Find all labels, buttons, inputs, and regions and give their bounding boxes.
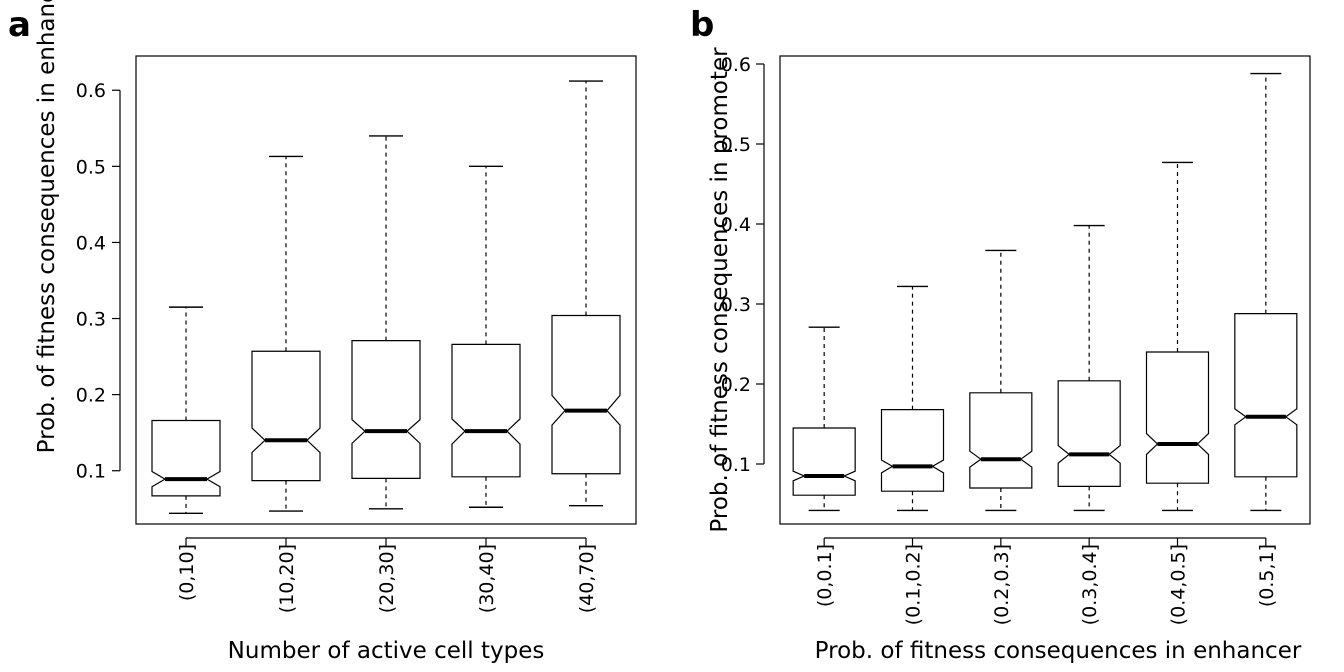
panel-a-y-tick-label: 0.5: [76, 156, 106, 178]
panel-b-plot-frame: [779, 55, 1311, 525]
panel-b-category-label: (0.1,0.2]: [903, 544, 925, 625]
panel-a-y-tick-label: 0.4: [76, 232, 106, 254]
panel-a-x-axis-title: Number of active cell types: [228, 638, 545, 664]
panel-b-y-tick-label: 0.5: [721, 134, 751, 156]
panel-a-category-label: (10,20]: [276, 544, 298, 613]
panel-b-y-tick-label: 0.1: [721, 454, 751, 476]
panel-b-box: [969, 392, 1033, 489]
panel-b-y-tick-label: 0.2: [721, 374, 751, 396]
panel-a-y-tick-label: 0.3: [76, 309, 106, 331]
panel-a-box: [351, 340, 421, 479]
panel-a-y-tick-label: 0.6: [76, 80, 106, 102]
panel-b-letter: b: [690, 5, 714, 45]
panel-a-y-tick-label: 0.2: [76, 385, 106, 407]
panel-a-box: [251, 350, 321, 482]
panel-b-box: [880, 409, 945, 492]
panel-a-letter: a: [8, 5, 31, 45]
panel-a-category-label: (40,70]: [576, 544, 598, 613]
panel-b-y-axis-title: Prob. of fitness consequences in promote…: [707, 47, 733, 533]
panel-a-box: [451, 343, 521, 478]
panel-b-y-tick-label: 0.6: [721, 54, 751, 76]
panel-a-box: [151, 419, 221, 497]
panel-a-category-label: (30,40]: [476, 544, 498, 613]
panel-a-y-axis-title: Prob. of fitness consequences in enhance…: [34, 0, 60, 453]
panel-b: b Prob. of fitness consequences in promo…: [690, 5, 1311, 664]
panel-b-box: [1234, 313, 1298, 478]
panel-a-category-label: (0,10]: [176, 544, 198, 601]
panel-a: a Prob. of fitness consequences in enhan…: [8, 0, 637, 664]
panel-b-box: [1057, 380, 1121, 487]
panel-b-category-label: (0.2,0.3]: [991, 544, 1013, 625]
panel-b-category-label: (0.5,1]: [1256, 544, 1278, 607]
panel-b-category-label: (0.3,0.4]: [1079, 544, 1101, 625]
panel-a-plot-frame: [135, 55, 637, 525]
panel-b-category-label: (0.4,0.5]: [1168, 544, 1190, 625]
panel-a-box: [551, 314, 621, 475]
panel-b-box: [792, 427, 856, 496]
panel-b-category-label: (0,0.1]: [814, 544, 836, 607]
panel-a-category-label: (20,30]: [376, 544, 398, 613]
panel-b-y-tick-label: 0.3: [721, 294, 751, 316]
panel-b-box: [1145, 351, 1210, 484]
panel-a-y-tick-label: 0.1: [76, 461, 106, 483]
panel-b-y-tick-label: 0.4: [721, 214, 751, 236]
panel-b-x-axis-title: Prob. of fitness consequences in enhance…: [815, 638, 1302, 664]
